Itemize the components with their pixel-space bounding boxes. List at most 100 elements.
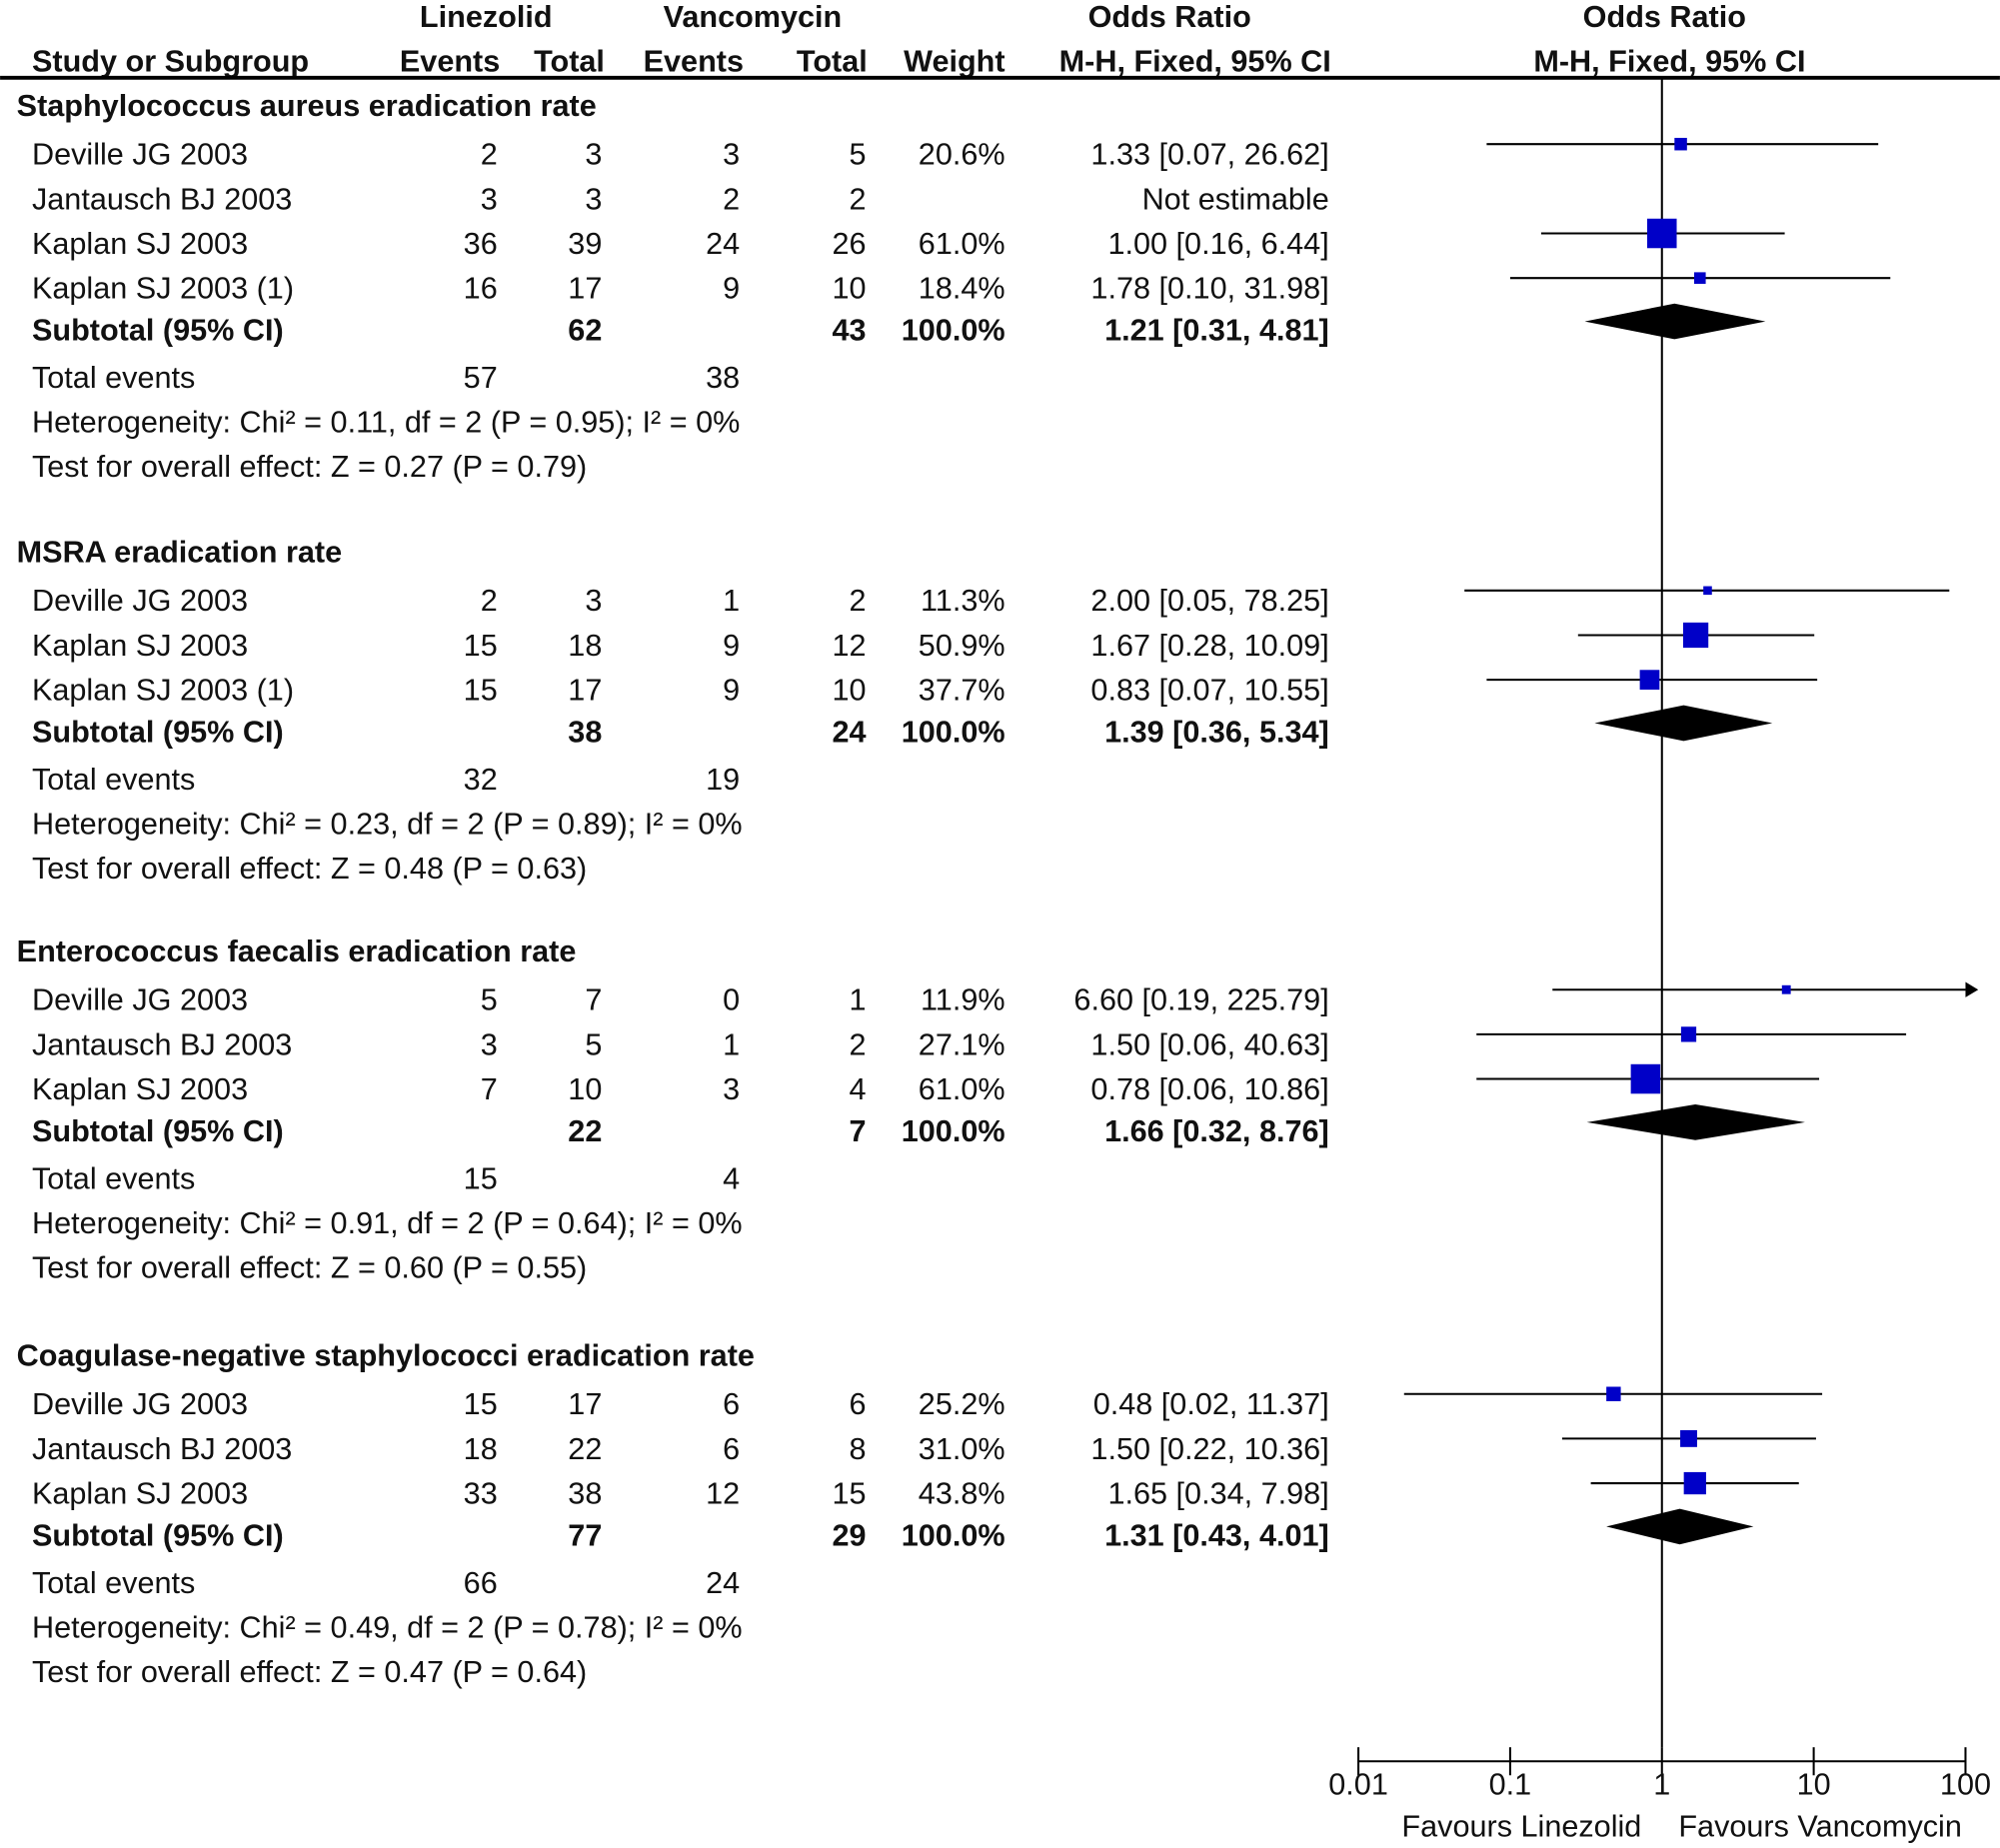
study-odds-ratio: 1.50 [0.22, 10.36] bbox=[1090, 1432, 1328, 1466]
subtotal-vancomycin-total: 24 bbox=[832, 716, 866, 750]
study-marker bbox=[1694, 272, 1706, 284]
study-name: Deville JG 2003 bbox=[32, 1387, 248, 1421]
study-marker bbox=[1639, 670, 1660, 690]
vancomycin-events: 2 bbox=[723, 182, 740, 216]
subtotal-row: Subtotal (95% CI) 62 43 100.0% 1.21 [0.31, 4… bbox=[32, 303, 1766, 348]
study-row: Deville JG 2003 15 17 6 6 25.2% 0.48 [0.02, 11… bbox=[32, 1386, 1823, 1421]
vancomycin-total: 12 bbox=[832, 629, 866, 663]
study-row: Kaplan SJ 2003 (1) 15 17 9 10 37.7% 0.83 [0.07… bbox=[32, 670, 1818, 708]
linezolid-events: 2 bbox=[481, 584, 498, 618]
total1-header: Total bbox=[534, 44, 605, 78]
study-odds-ratio: 1.50 [0.06, 40.63] bbox=[1090, 1027, 1328, 1061]
subtotal-linezolid-total: 62 bbox=[568, 314, 602, 348]
total-events-linezolid: 66 bbox=[464, 1566, 498, 1600]
subtotal-label: Subtotal (95% CI) bbox=[32, 1114, 284, 1148]
study-row: Kaplan SJ 2003 33 38 12 15 43.8% 1.65 [0.34, 7… bbox=[32, 1471, 1799, 1510]
subtotal-weight: 100.0% bbox=[902, 1114, 1005, 1148]
study-name: Jantausch BJ 2003 bbox=[32, 182, 292, 216]
linezolid-total: 17 bbox=[568, 272, 602, 306]
study-marker bbox=[1781, 984, 1791, 994]
x-tick-label: 10 bbox=[1797, 1767, 1831, 1801]
study-weight: 18.4% bbox=[919, 272, 1005, 306]
total-events-linezolid: 57 bbox=[464, 361, 498, 395]
vancomycin-total: 10 bbox=[832, 272, 866, 306]
effect-method-header: M-H, Fixed, 95% CI bbox=[1059, 44, 1331, 78]
study-odds-ratio: 2.00 [0.05, 78.25] bbox=[1090, 584, 1328, 618]
study-row: Kaplan SJ 2003 36 39 24 26 61.0% 1.00 [0.16, 6… bbox=[32, 218, 1785, 261]
linezolid-events: 15 bbox=[464, 674, 498, 708]
linezolid-total: 18 bbox=[568, 629, 602, 663]
study-odds-ratio: 1.67 [0.28, 10.09] bbox=[1090, 629, 1328, 663]
study-row: Deville JG 2003 2 3 1 2 11.3% 2.00 [0.05, 78.2… bbox=[32, 584, 1950, 618]
vancomycin-events: 3 bbox=[723, 1072, 740, 1106]
linezolid-events: 3 bbox=[481, 1027, 498, 1061]
study-row: Jantausch BJ 2003 3 5 1 2 27.1% 1.50 [0.06, 40… bbox=[32, 1026, 1907, 1061]
subtotal-weight: 100.0% bbox=[902, 314, 1005, 348]
linezolid-events: 33 bbox=[464, 1476, 498, 1510]
total-events-label: Total events bbox=[32, 1161, 195, 1195]
study-name: Kaplan SJ 2003 bbox=[32, 1072, 248, 1106]
study-odds-ratio: 1.65 [0.34, 7.98] bbox=[1107, 1476, 1328, 1510]
linezolid-total: 22 bbox=[568, 1432, 602, 1466]
subtotal-label: Subtotal (95% CI) bbox=[32, 1519, 284, 1553]
subtotal-row: Subtotal (95% CI) 22 7 100.0% 1.66 [0.32, 8.… bbox=[32, 1104, 1805, 1148]
study-row: Deville JG 2003 2 3 3 5 20.6% 1.33 [0.07, 26.6… bbox=[32, 138, 1879, 172]
study-weight: 61.0% bbox=[919, 227, 1005, 261]
vancomycin-total: 6 bbox=[849, 1387, 866, 1421]
linezolid-events: 2 bbox=[481, 138, 498, 172]
x-tick-label: 0.01 bbox=[1328, 1767, 1388, 1801]
events2-header: Events bbox=[644, 44, 744, 78]
subtotal-odds-ratio: 1.31 [0.43, 4.01] bbox=[1104, 1519, 1329, 1553]
heterogeneity-text: Heterogeneity: Chi² = 0.23, df = 2 (P = … bbox=[32, 808, 743, 842]
linezolid-events: 15 bbox=[464, 629, 498, 663]
linezolid-total: 3 bbox=[585, 182, 602, 216]
total-events-linezolid: 15 bbox=[464, 1161, 498, 1195]
study-weight: 43.8% bbox=[919, 1476, 1005, 1510]
study-odds-ratio: 0.48 [0.02, 11.37] bbox=[1093, 1387, 1329, 1421]
linezolid-total: 39 bbox=[568, 227, 602, 261]
study-marker bbox=[1680, 1026, 1697, 1042]
x-tick-label: 100 bbox=[1940, 1767, 1991, 1801]
vancomycin-events: 0 bbox=[723, 983, 740, 1017]
plot-header: Odds Ratio bbox=[1583, 0, 1746, 34]
study-weight: 50.9% bbox=[919, 629, 1005, 663]
vancomycin-events: 1 bbox=[723, 584, 740, 618]
study-name: Deville JG 2003 bbox=[32, 584, 248, 618]
total-events-vancomycin: 4 bbox=[723, 1161, 740, 1195]
study-marker bbox=[1703, 586, 1712, 596]
vancomycin-total: 4 bbox=[849, 1072, 866, 1106]
study-name: Jantausch BJ 2003 bbox=[32, 1027, 292, 1061]
study-name: Kaplan SJ 2003 bbox=[32, 1476, 248, 1510]
study-row: Kaplan SJ 2003 (1) 16 17 9 10 18.4% 1.78 [0.10… bbox=[32, 272, 1891, 306]
group2-header: Vancomycin bbox=[664, 0, 843, 34]
x-tick-label: 1 bbox=[1653, 1767, 1670, 1801]
subtotal-odds-ratio: 1.66 [0.32, 8.76] bbox=[1104, 1114, 1329, 1148]
subtotal-vancomycin-total: 29 bbox=[832, 1519, 866, 1553]
heterogeneity-text: Heterogeneity: Chi² = 0.91, df = 2 (P = … bbox=[32, 1206, 743, 1240]
study-weight: 61.0% bbox=[919, 1072, 1005, 1106]
heterogeneity-text: Heterogeneity: Chi² = 0.11, df = 2 (P = … bbox=[32, 406, 740, 440]
subtotal-odds-ratio: 1.21 [0.31, 4.81] bbox=[1104, 314, 1329, 348]
subtotal-row: Subtotal (95% CI) 77 29 100.0% 1.31 [0.43, 4… bbox=[32, 1508, 1754, 1553]
total-events-vancomycin: 24 bbox=[706, 1566, 740, 1600]
study-name: Kaplan SJ 2003 (1) bbox=[32, 674, 294, 708]
linezolid-events: 36 bbox=[464, 227, 498, 261]
study-weight: 37.7% bbox=[919, 674, 1005, 708]
linezolid-events: 18 bbox=[464, 1432, 498, 1466]
vancomycin-total: 15 bbox=[832, 1476, 866, 1510]
subgroup-title: Enterococcus faecalis eradication rate bbox=[17, 934, 577, 968]
vancomycin-events: 9 bbox=[723, 674, 740, 708]
events1-header: Events bbox=[400, 44, 500, 78]
vancomycin-total: 5 bbox=[849, 138, 866, 172]
linezolid-events: 15 bbox=[464, 1387, 498, 1421]
table-header: Linezolid Vancomycin Odds Ratio Odds Rat… bbox=[0, 0, 2000, 80]
linezolid-events: 5 bbox=[481, 983, 498, 1017]
subgroup-title: MSRA eradication rate bbox=[17, 536, 342, 570]
study-marker bbox=[1630, 1063, 1661, 1094]
linezolid-events: 7 bbox=[481, 1072, 498, 1106]
total-events-vancomycin: 19 bbox=[706, 763, 740, 797]
subgroup-title: Coagulase-negative staphylococci eradica… bbox=[17, 1339, 755, 1373]
plot-method-header: M-H, Fixed, 95% CI bbox=[1533, 44, 1805, 78]
total-events-linezolid: 32 bbox=[464, 763, 498, 797]
